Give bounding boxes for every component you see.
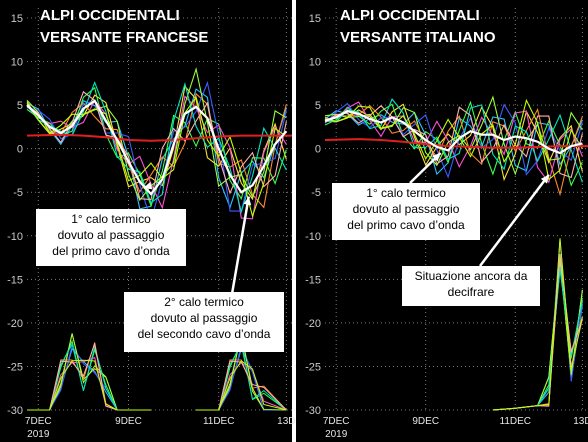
y-tick-label: -20 xyxy=(7,318,23,330)
y-tick-label: -20 xyxy=(305,318,321,330)
panel-title: ALPI OCCIDENTALI xyxy=(340,7,480,24)
x-tick-label: 11DEC xyxy=(203,416,235,427)
callout-first-trough-italy: 1° calo termico dovuto al passaggio del … xyxy=(332,183,480,240)
callout-arrow-head xyxy=(143,181,153,190)
callout-line: del secondo cavo d’onda xyxy=(137,327,271,341)
y-tick-label: 10 xyxy=(309,57,321,69)
y-tick-label: 10 xyxy=(11,57,23,69)
callout-line: 1° calo termico xyxy=(366,186,446,200)
y-tick-label: 0 xyxy=(17,144,23,156)
callout-line: del primo cavo d’onda xyxy=(52,244,170,258)
callout-arrow-head xyxy=(243,196,252,206)
x-tick-sublabel: 2019 xyxy=(325,429,348,440)
callout-first-trough-france: 1° calo termico dovuto al passaggio del … xyxy=(36,209,186,266)
x-tick-label: 9DEC xyxy=(412,416,439,427)
y-tick-label: 15 xyxy=(309,13,321,25)
y-tick-label: -30 xyxy=(7,405,23,417)
x-tick-label: 7DEC xyxy=(25,416,52,427)
y-tick-label: 5 xyxy=(17,100,23,112)
y-tick-label: -30 xyxy=(305,405,321,417)
lower-cluster-line xyxy=(27,359,151,411)
y-tick-label: -5 xyxy=(13,187,23,199)
y-tick-label: 0 xyxy=(315,144,321,156)
callout-line: dovuto al passaggio xyxy=(57,228,165,242)
ensemble-member-line xyxy=(26,88,287,210)
callout-line: del primo cavo d’onda xyxy=(347,218,465,232)
callout-line: decifrare xyxy=(447,285,495,299)
reference-series-line xyxy=(26,133,292,142)
y-tick-label: -25 xyxy=(7,361,23,373)
lower-cluster-line xyxy=(492,238,583,411)
y-tick-label: 5 xyxy=(315,100,321,112)
x-tick-sublabel: 2019 xyxy=(27,429,50,440)
y-tick-label: -25 xyxy=(305,361,321,373)
ensemble-member-line xyxy=(324,98,583,181)
ensemble-mean-line xyxy=(324,110,583,155)
reference-series-line xyxy=(324,138,588,149)
callout-line: dovuto al passaggio xyxy=(352,202,460,216)
ensemble-mean-line xyxy=(26,99,288,196)
callout-line: dovuto al passaggio xyxy=(150,311,258,325)
callout-arrow-shaft xyxy=(479,174,550,267)
x-tick-label: 11DEC xyxy=(500,416,532,427)
y-tick-label: -15 xyxy=(7,274,23,286)
x-tick-label: 13D xyxy=(277,416,295,427)
y-tick-label: -5 xyxy=(311,187,321,199)
ensemble-member-line xyxy=(324,105,583,179)
ensemble-member-line xyxy=(26,95,287,219)
ensemble-member-line xyxy=(324,110,583,176)
y-tick-label: -15 xyxy=(305,274,321,286)
callout-undecided-italy: Situazione ancora da decifrare xyxy=(402,266,540,306)
y-tick-label: 15 xyxy=(11,13,23,25)
panel-title: ALPI OCCIDENTALI xyxy=(40,7,180,24)
callout-arrow-head xyxy=(540,174,549,184)
ensemble-member-line xyxy=(324,98,583,183)
lower-cluster-line xyxy=(196,360,287,411)
callout-line: Situazione ancora da xyxy=(414,269,528,283)
y-tick-label: -10 xyxy=(7,231,23,243)
x-tick-label: 13D xyxy=(573,416,588,427)
callout-line: 1° calo termico xyxy=(71,212,151,226)
callout-second-trough-france: 2° calo termico dovuto al passaggio del … xyxy=(124,292,284,352)
panel-subtitle: VERSANTE ITALIANO xyxy=(340,29,496,46)
x-tick-label: 9DEC xyxy=(115,416,142,427)
y-tick-label: -10 xyxy=(305,231,321,243)
x-tick-label: 7DEC xyxy=(323,416,350,427)
callout-line: 2° calo termico xyxy=(164,295,244,309)
panel-subtitle: VERSANTE FRANCESE xyxy=(40,29,208,46)
callout-arrow-head xyxy=(432,153,441,162)
